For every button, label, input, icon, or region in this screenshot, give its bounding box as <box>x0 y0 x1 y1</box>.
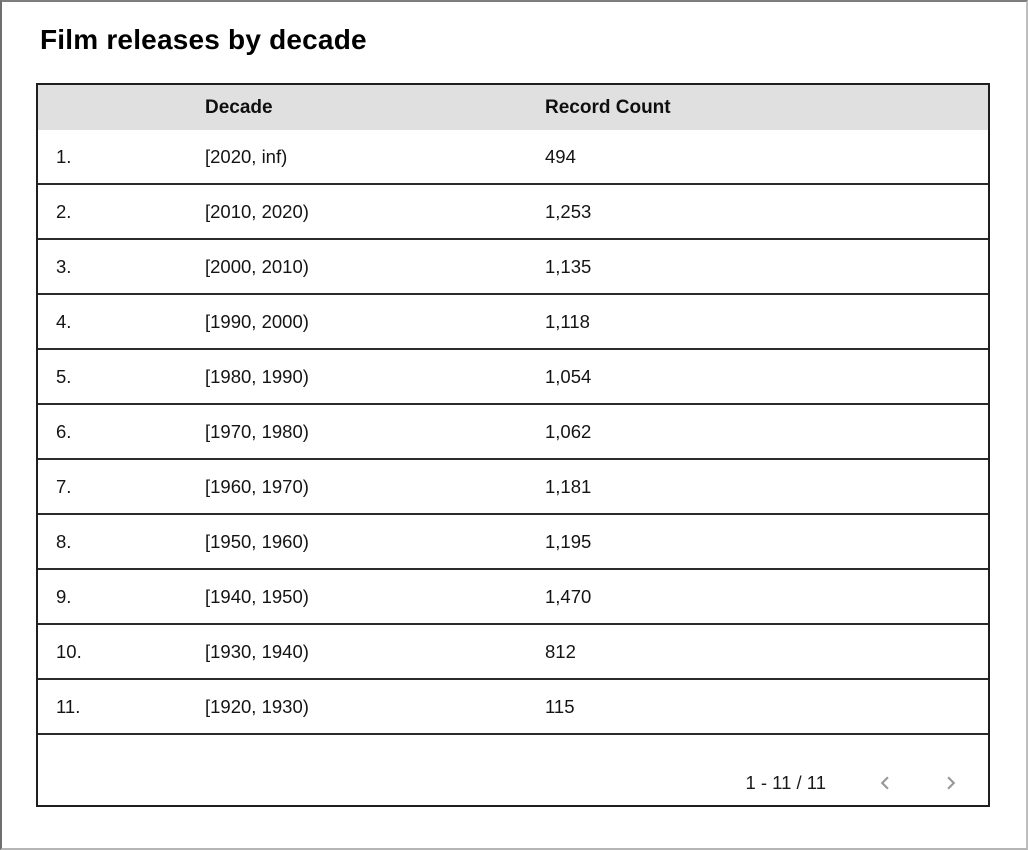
table-row: 6. [1970, 1980) 1,062 <box>38 405 988 460</box>
row-index-cell: 6. <box>56 420 72 442</box>
row-index-cell: 8. <box>56 530 72 552</box>
table-row: 9. [1940, 1950) 1,470 <box>38 570 988 625</box>
table-row: 7. [1960, 1970) 1,181 <box>38 460 988 515</box>
decade-cell: [1920, 1930) <box>205 695 309 717</box>
table-row: 11. [1920, 1930) 115 <box>38 680 988 735</box>
count-cell: 1,062 <box>545 420 592 442</box>
table-row: 8. [1950, 1960) 1,195 <box>38 515 988 570</box>
pagination-next-button[interactable] <box>938 770 964 796</box>
count-cell: 1,181 <box>545 475 592 497</box>
decade-cell: [1970, 1980) <box>205 420 309 442</box>
count-cell: 1,470 <box>545 585 592 607</box>
row-index-cell: 5. <box>56 365 72 387</box>
table-header-row: Decade Record Count <box>38 85 988 130</box>
column-header-record-count[interactable]: Record Count <box>545 96 671 118</box>
row-index-cell: 9. <box>56 585 72 607</box>
count-cell: 1,118 <box>545 310 590 332</box>
count-cell: 1,253 <box>545 200 592 222</box>
row-index-cell: 3. <box>56 255 72 277</box>
row-index-cell: 7. <box>56 475 72 497</box>
table-footer: 1 - 11 / 11 <box>38 735 988 805</box>
decade-cell: [2000, 2010) <box>205 255 309 277</box>
table-row: 10. [1930, 1940) 812 <box>38 625 988 680</box>
decade-cell: [1950, 1960) <box>205 530 309 552</box>
pagination-prev-button[interactable] <box>872 770 898 796</box>
decade-cell: [2010, 2020) <box>205 200 309 222</box>
count-cell: 115 <box>545 695 575 717</box>
table-row: 4. [1990, 2000) 1,118 <box>38 295 988 350</box>
decade-cell: [1960, 1970) <box>205 475 309 497</box>
table-row: 1. [2020, inf) 494 <box>38 130 988 185</box>
count-cell: 1,195 <box>545 530 592 552</box>
column-header-decade[interactable]: Decade <box>205 96 273 118</box>
table-row: 5. [1980, 1990) 1,054 <box>38 350 988 405</box>
table-row: 3. [2000, 2010) 1,135 <box>38 240 988 295</box>
row-index-cell: 10. <box>56 640 82 662</box>
count-cell: 1,054 <box>545 365 592 387</box>
decade-cell: [1940, 1950) <box>205 585 309 607</box>
row-index-cell: 1. <box>56 145 72 167</box>
chevron-left-icon <box>872 770 898 796</box>
chart-title: Film releases by decade <box>40 24 367 55</box>
pagination-range-label: 1 - 11 / 11 <box>745 772 826 793</box>
decade-cell: [1930, 1940) <box>205 640 309 662</box>
decade-cell: [2020, inf) <box>205 145 288 167</box>
row-index-cell: 2. <box>56 200 72 222</box>
count-cell: 494 <box>545 145 576 167</box>
row-index-cell: 11. <box>56 695 81 717</box>
data-table: Decade Record Count 1. [2020, inf) 494 2… <box>36 83 990 807</box>
count-cell: 1,135 <box>545 255 592 277</box>
decade-cell: [1980, 1990) <box>205 365 309 387</box>
decade-cell: [1990, 2000) <box>205 310 309 332</box>
count-cell: 812 <box>545 640 576 662</box>
chevron-right-icon <box>938 770 964 796</box>
row-index-cell: 4. <box>56 310 72 332</box>
table-row: 2. [2010, 2020) 1,253 <box>38 185 988 240</box>
